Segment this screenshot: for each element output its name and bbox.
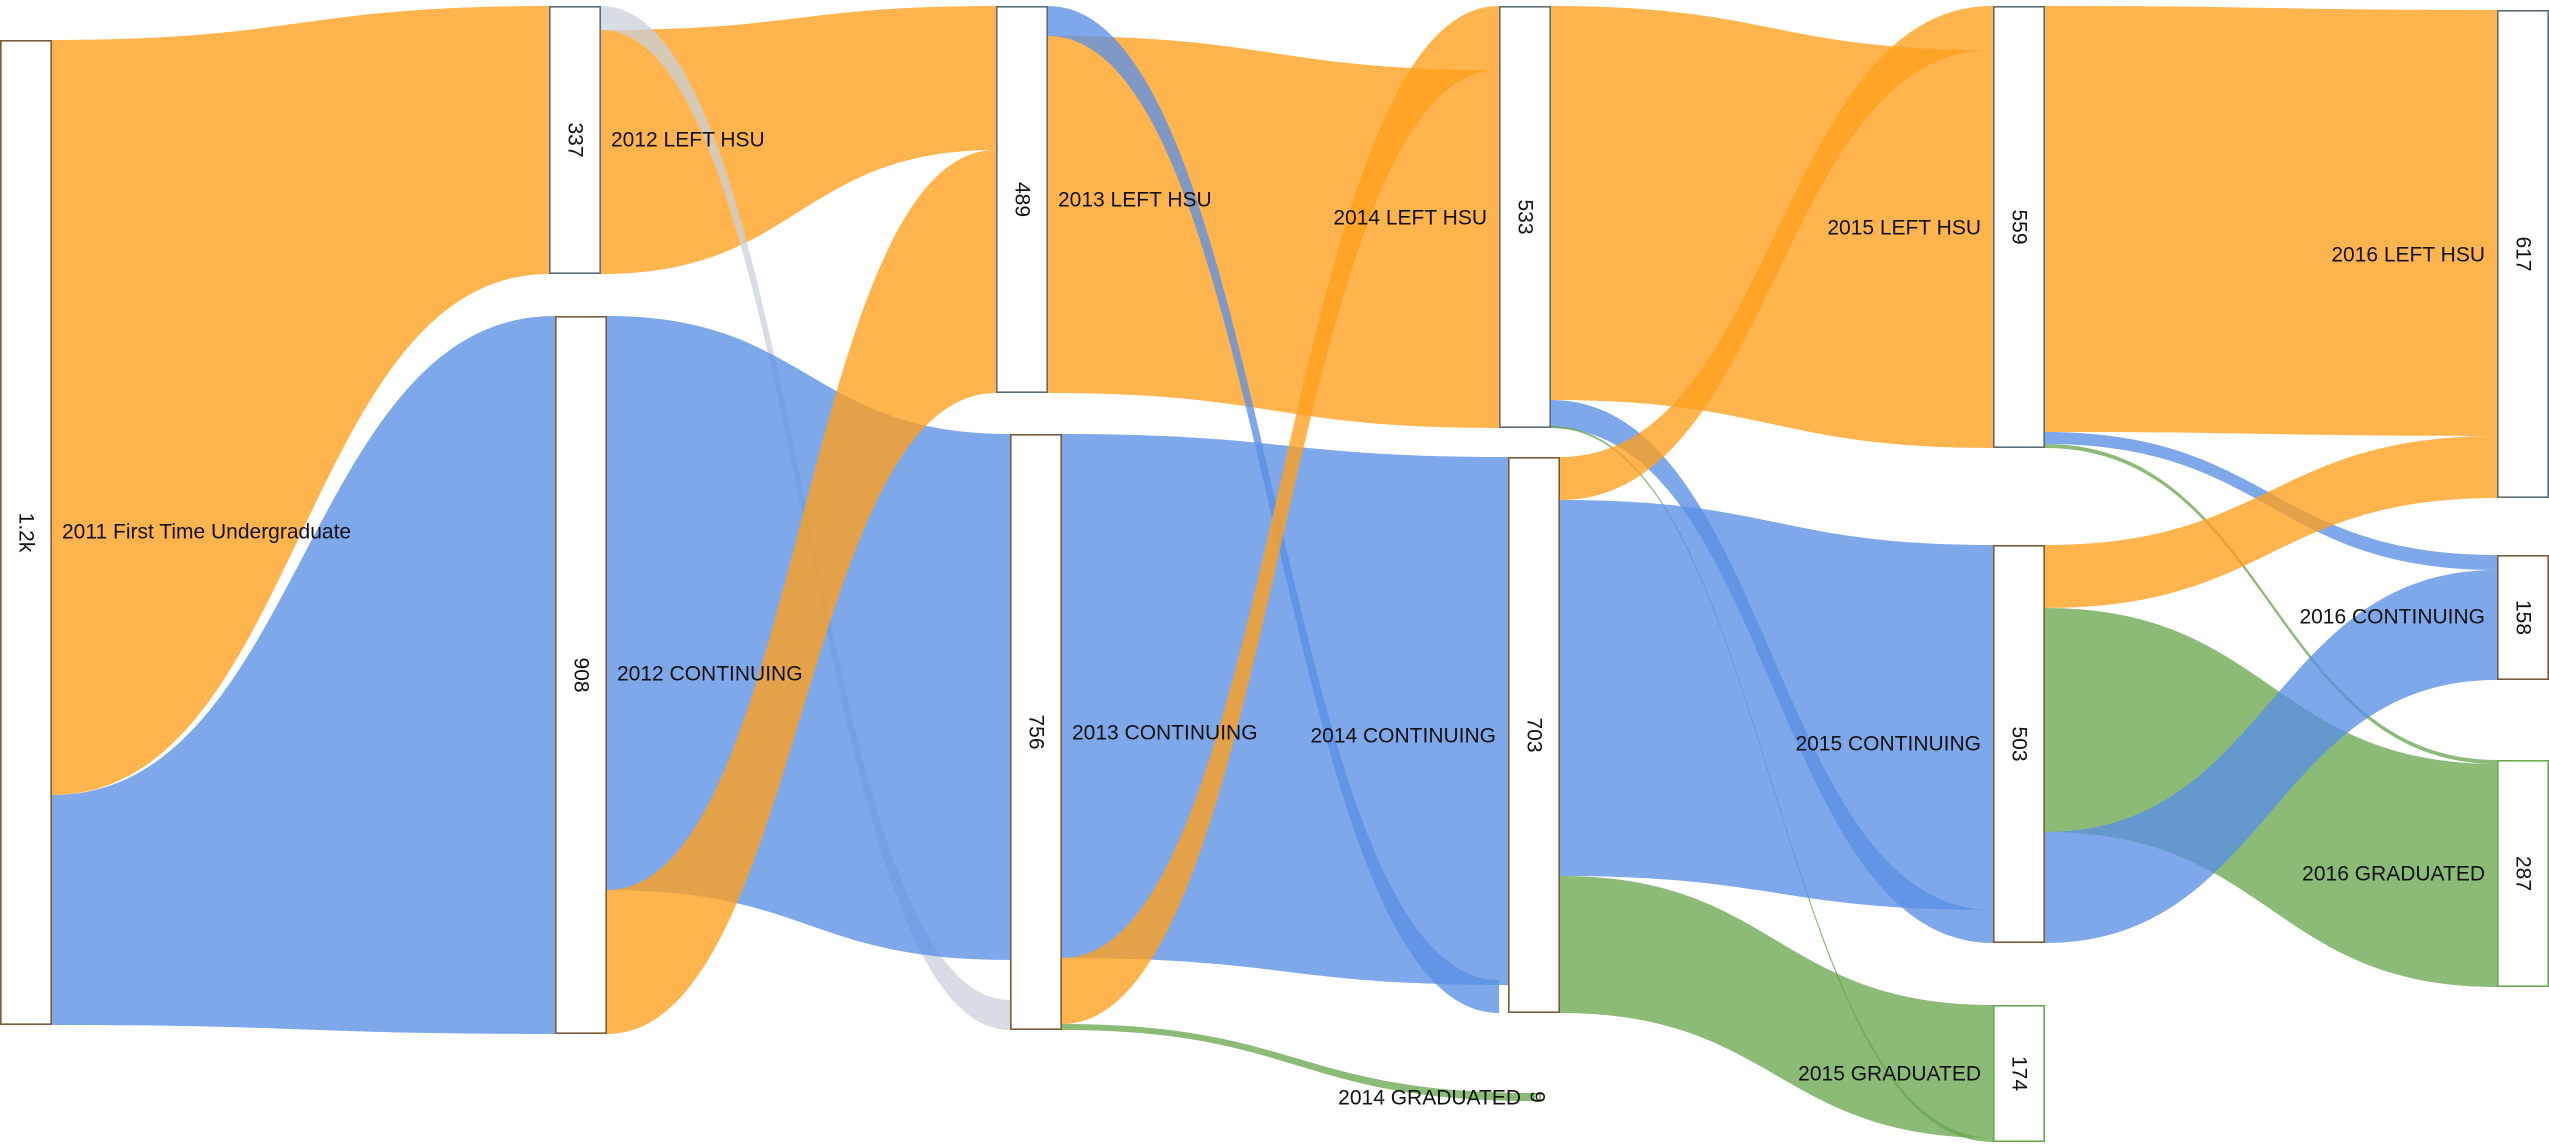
node-value: 337 bbox=[564, 122, 587, 157]
node-label: 2012 LEFT HSU bbox=[611, 129, 765, 152]
node-2015c[interactable]: 503 2015 CONTINUING bbox=[1795, 544, 2046, 943]
node-box[interactable] bbox=[1993, 1004, 2046, 1142]
node-value: 533 bbox=[1514, 199, 1537, 234]
link-2011-to-2012-continuing[interactable] bbox=[52, 316, 555, 1034]
link-2011-to-2012-left[interactable] bbox=[52, 6, 549, 795]
node-box[interactable] bbox=[554, 315, 607, 1035]
node-label: 2016 CONTINUING bbox=[2299, 606, 2485, 629]
node-value: 703 bbox=[1523, 717, 1546, 752]
node-2013c[interactable]: 756 2013 CONTINUING bbox=[1009, 433, 1258, 1031]
node-value: 9 bbox=[1526, 1091, 1549, 1103]
node-2013l[interactable]: 489 2013 LEFT HSU bbox=[995, 6, 1212, 393]
node-label: 2016 GRADUATED bbox=[2302, 863, 2485, 886]
node-2016l[interactable]: 617 2016 LEFT HSU bbox=[2331, 10, 2549, 498]
node-box[interactable] bbox=[1009, 433, 1062, 1031]
link-2015-left-to-2016-left[interactable] bbox=[2045, 6, 2497, 436]
node-2014c[interactable]: 703 2014 CONTINUING bbox=[1310, 456, 1561, 1014]
node-box[interactable] bbox=[1499, 6, 1552, 428]
link-2015-left-to-2016-graduated[interactable] bbox=[2045, 444, 2497, 764]
node-box[interactable] bbox=[0, 39, 53, 1026]
link-2012-left-to-2013-left[interactable] bbox=[601, 6, 996, 274]
link-2013-continuing-to-2014-graduated[interactable] bbox=[1062, 1024, 1533, 1101]
node-box[interactable] bbox=[1508, 456, 1561, 1014]
node-box[interactable] bbox=[995, 6, 1048, 393]
node-2016c[interactable]: 158 2016 CONTINUING bbox=[2299, 554, 2549, 680]
node-value: 287 bbox=[2512, 856, 2535, 891]
node-value: 559 bbox=[2008, 209, 2031, 244]
node-label: 2016 LEFT HSU bbox=[2331, 244, 2485, 267]
link-2015-continuing-to-2016-continuing[interactable] bbox=[2045, 570, 2497, 943]
node-label: 2013 LEFT HSU bbox=[1058, 189, 1212, 212]
node-box[interactable] bbox=[1993, 544, 2046, 943]
link-2014-continuing-to-2015-graduated[interactable] bbox=[1560, 876, 1993, 1138]
sankey-nodes: 1.2k 2011 First Time Undergraduate 337 2012… bbox=[0, 6, 2549, 1142]
sankey-links bbox=[52, 6, 2497, 1142]
node-box[interactable] bbox=[1533, 1093, 1542, 1102]
node-box[interactable] bbox=[548, 6, 601, 274]
node-2014g[interactable]: 9 2014 GRADUATED bbox=[1338, 1087, 1548, 1110]
node-value: 174 bbox=[2008, 1056, 2031, 1091]
node-label: 2015 CONTINUING bbox=[1795, 733, 1981, 756]
link-2014-left-to-2015-left[interactable] bbox=[1551, 6, 1993, 448]
node-2011[interactable]: 1.2k 2011 First Time Undergraduate bbox=[0, 39, 351, 1026]
node-box[interactable] bbox=[2497, 759, 2549, 987]
node-2016g[interactable]: 287 2016 GRADUATED bbox=[2302, 759, 2549, 987]
node-2012c[interactable]: 908 2012 CONTINUING bbox=[554, 315, 803, 1035]
link-2015-continuing-to-2016-left[interactable] bbox=[2045, 436, 2497, 608]
node-value: 756 bbox=[1025, 714, 1048, 749]
node-value: 617 bbox=[2512, 236, 2535, 271]
node-label: 2014 LEFT HSU bbox=[1333, 207, 1487, 230]
node-label: 2011 First Time Undergraduate bbox=[62, 521, 351, 544]
node-label: 2013 CONTINUING bbox=[1072, 722, 1258, 745]
node-label: 2015 GRADUATED bbox=[1798, 1063, 1981, 1086]
node-value: 489 bbox=[1011, 182, 1034, 217]
node-2015l[interactable]: 559 2015 LEFT HSU bbox=[1827, 6, 2046, 448]
node-2012l[interactable]: 337 2012 LEFT HSU bbox=[548, 6, 765, 274]
node-label: 2014 CONTINUING bbox=[1310, 725, 1496, 748]
node-value: 908 bbox=[570, 657, 593, 692]
node-box[interactable] bbox=[2497, 10, 2549, 498]
node-box[interactable] bbox=[1993, 6, 2046, 448]
node-label: 2014 GRADUATED bbox=[1338, 1087, 1521, 1110]
link-2013-continuing-to-2014-continuing[interactable] bbox=[1062, 434, 1508, 985]
node-value: 158 bbox=[2512, 600, 2535, 635]
node-value: 503 bbox=[2008, 726, 2031, 761]
node-2014l[interactable]: 533 2014 LEFT HSU bbox=[1333, 6, 1552, 428]
link-2013-continuing-to-2014-left[interactable] bbox=[1062, 6, 1499, 1024]
node-box[interactable] bbox=[2497, 554, 2549, 680]
node-value: 1.2k bbox=[15, 513, 38, 553]
link-2012-continuing-to-2013-left[interactable] bbox=[607, 150, 996, 1034]
link-2014-continuing-to-2015-continuing[interactable] bbox=[1560, 500, 1993, 910]
node-label: 2012 CONTINUING bbox=[617, 663, 803, 686]
link-2014-continuing-to-2015-left[interactable] bbox=[1560, 6, 1993, 500]
node-label: 2015 LEFT HSU bbox=[1827, 217, 1981, 240]
node-2015g[interactable]: 174 2015 GRADUATED bbox=[1798, 1004, 2046, 1142]
